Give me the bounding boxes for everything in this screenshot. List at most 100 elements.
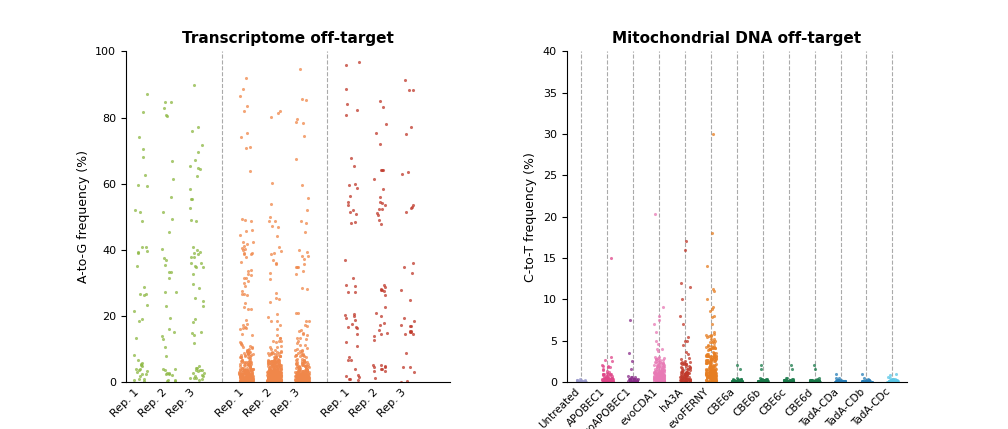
Point [732,378,748,384]
Point [757,377,773,384]
Point [783,378,799,385]
Point [856,378,872,385]
Point [293,378,309,384]
Point [854,378,870,385]
Point [882,378,898,384]
Point [242,372,258,378]
Point [295,360,311,367]
Point [604,372,620,379]
Point [244,378,260,385]
Point [267,371,283,378]
Point [759,378,775,385]
Point [677,349,694,356]
Point [237,282,253,289]
Point [296,376,312,383]
Point [650,359,666,366]
Point [338,112,354,118]
Point [677,371,694,378]
Point [340,199,356,205]
Point [757,378,773,385]
Point [707,340,723,347]
Point [679,378,696,385]
Point [810,375,827,381]
Point [779,378,795,385]
Point [652,375,668,382]
Point [601,369,617,375]
Point [705,362,721,369]
Point [707,350,723,357]
Point [654,369,670,376]
Point [233,134,249,141]
Point [300,377,317,384]
Point [858,378,874,385]
Point [370,211,386,218]
Point [828,378,844,385]
Point [372,321,388,328]
Point [262,371,278,378]
Point [126,377,142,384]
Point [574,378,590,384]
Point [753,378,769,385]
Point [243,370,259,377]
Point [672,373,688,380]
Point [162,194,178,201]
Point [377,284,393,290]
Point [834,378,850,385]
Point [261,377,277,384]
Point [239,372,255,378]
Point [293,376,309,383]
Point [646,354,662,361]
Point [270,368,286,375]
Point [704,306,720,313]
Point [595,371,611,378]
Point [703,358,719,365]
Point [699,350,715,357]
Point [139,91,155,97]
Point [707,344,723,351]
Point [778,377,794,384]
Point [731,377,747,384]
Point [243,375,259,382]
Point [270,110,286,117]
Point [235,359,251,366]
Point [706,370,722,377]
Point [753,366,769,373]
Point [290,364,306,371]
Point [346,312,362,319]
Point [233,259,249,266]
Point [703,365,719,372]
Point [296,261,312,268]
Point [139,183,155,190]
Point [573,378,589,385]
Point [265,376,281,383]
Point [267,375,283,382]
Point [655,355,671,362]
Point [262,376,278,383]
Point [299,363,316,369]
Point [758,378,774,385]
Point [571,378,587,385]
Point [672,363,688,370]
Point [704,356,720,363]
Point [623,377,639,384]
Point [675,377,691,384]
Point [707,373,723,380]
Point [703,364,719,371]
Point [234,371,250,378]
Point [265,369,281,376]
Point [347,282,363,289]
Point [266,358,282,365]
Point [806,366,823,373]
Point [702,367,718,374]
Point [708,377,724,384]
Point [750,378,766,385]
Point [240,377,256,384]
Point [652,374,668,381]
Point [706,366,722,373]
Point [157,367,173,374]
Point [754,378,770,384]
Point [262,375,278,382]
Point [595,366,611,373]
Point [239,347,255,354]
Point [376,320,392,327]
